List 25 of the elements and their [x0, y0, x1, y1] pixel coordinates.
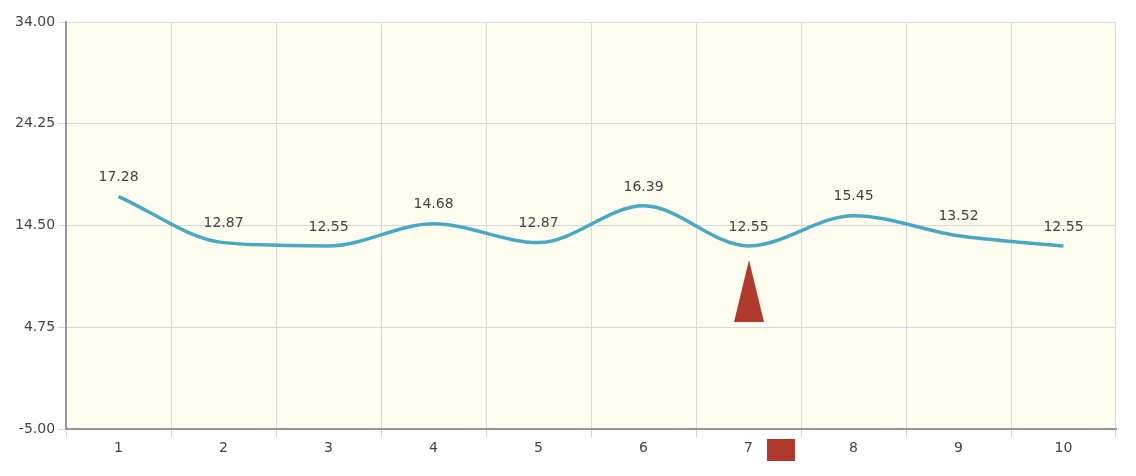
data-label: 12.55 [1043, 217, 1084, 234]
data-label: 13.52 [938, 207, 979, 224]
y-tick-label: 24.25 [14, 114, 56, 131]
x-tick-label: 10 [1054, 439, 1073, 456]
x-tick-label: 4 [429, 439, 439, 456]
data-label: 12.55 [728, 217, 769, 234]
data-label: 14.68 [413, 195, 454, 212]
y-tick-label: 14.50 [14, 216, 56, 233]
x-tick-label: 2 [219, 439, 229, 456]
data-label: 12.87 [203, 214, 244, 231]
x-tick-label: 6 [639, 439, 649, 456]
x-tick-label: 3 [324, 439, 334, 456]
data-label: 16.39 [623, 177, 664, 194]
y-tick-label: 4.75 [23, 318, 56, 335]
y-tick-label: -5.00 [18, 419, 56, 436]
y-tick-label: 34.00 [14, 12, 56, 29]
data-label: 12.87 [518, 214, 559, 231]
data-label: 12.55 [308, 217, 349, 234]
x-tick-label: 5 [534, 439, 543, 456]
x-tick-label: 9 [954, 439, 963, 456]
data-label: 15.45 [833, 187, 874, 204]
x-tick-label: 8 [849, 439, 858, 456]
x-tick-label: 7 [744, 439, 753, 456]
data-label: 17.28 [98, 168, 139, 185]
x-tick-label: 1 [114, 439, 124, 456]
